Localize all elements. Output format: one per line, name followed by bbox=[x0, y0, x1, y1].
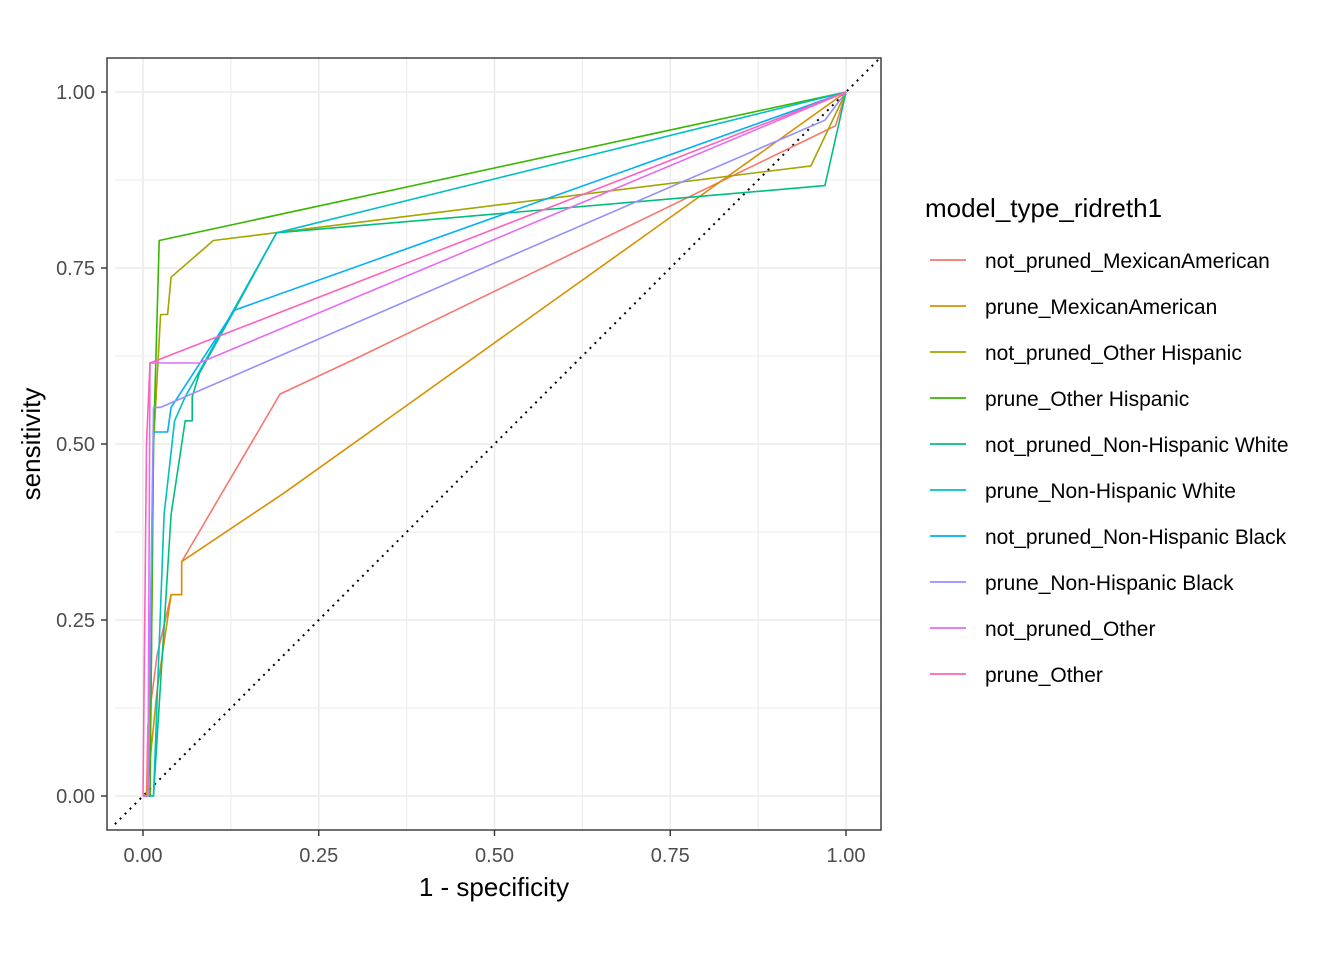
y-axis: 0.00 0.25 0.50 0.75 1.00 bbox=[56, 82, 107, 808]
legend-title: model_type_ridreth1 bbox=[925, 193, 1162, 223]
x-tick-label-0: 0.00 bbox=[124, 845, 163, 867]
y-tick-label-0: 0.00 bbox=[56, 786, 95, 808]
series-line-5 bbox=[143, 91, 847, 797]
x-axis-title: 1 - specificity bbox=[419, 872, 569, 902]
legend-label-3: prune_Other Hispanic bbox=[985, 388, 1189, 411]
x-tick-label-2: 0.50 bbox=[475, 845, 514, 867]
x-axis: 0.00 0.25 0.50 0.75 1.00 bbox=[124, 830, 866, 867]
legend-label-9: prune_Other bbox=[985, 664, 1103, 687]
x-tick-label-1: 0.25 bbox=[299, 845, 338, 867]
reference-diagonal-line bbox=[114, 58, 881, 825]
y-tick-label-1: 0.25 bbox=[56, 610, 95, 632]
series-line-4 bbox=[143, 91, 847, 797]
grid-major bbox=[114, 56, 882, 832]
y-tick-label-3: 0.75 bbox=[56, 258, 95, 280]
series-layer bbox=[142, 91, 847, 797]
legend: model_type_ridreth1 not_pruned_MexicanAm… bbox=[925, 193, 1289, 687]
legend-label-4: not_pruned_Non-Hispanic White bbox=[985, 434, 1289, 457]
series-line-9 bbox=[142, 91, 847, 797]
legend-label-7: prune_Non-Hispanic Black bbox=[985, 572, 1234, 595]
legend-label-1: prune_MexicanAmerican bbox=[985, 296, 1217, 319]
x-tick-label-3: 0.75 bbox=[651, 845, 690, 867]
y-axis-title: sensitivity bbox=[16, 388, 46, 501]
legend-label-2: not_pruned_Other Hispanic bbox=[985, 342, 1242, 365]
legend-label-6: not_pruned_Non-Hispanic Black bbox=[985, 526, 1287, 549]
x-tick-label-4: 1.00 bbox=[827, 845, 866, 867]
legend-label-5: prune_Non-Hispanic White bbox=[985, 480, 1236, 503]
y-tick-label-4: 1.00 bbox=[56, 82, 95, 104]
legend-label-8: not_pruned_Other bbox=[985, 618, 1155, 641]
legend-label-0: not_pruned_MexicanAmerican bbox=[985, 250, 1270, 273]
y-tick-label-2: 0.50 bbox=[56, 434, 95, 456]
